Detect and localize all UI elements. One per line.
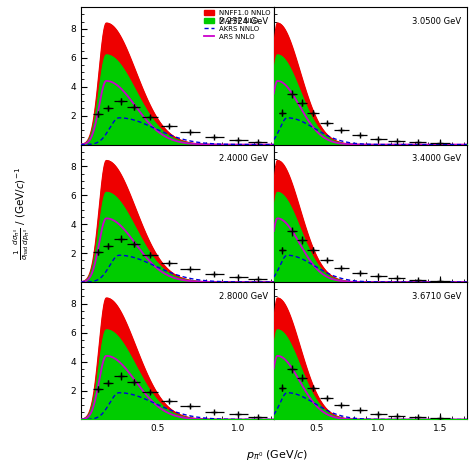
Text: 3.0500 GeV: 3.0500 GeV [412, 17, 461, 26]
Text: 2.8000 GeV: 2.8000 GeV [219, 292, 268, 301]
Text: $p_{\pi^0}$ (GeV/$c$): $p_{\pi^0}$ (GeV/$c$) [246, 448, 309, 462]
Legend: NNFF1.0 NNLO, MAPFF NLO, AKRS NNLO, ARS NNLO: NNFF1.0 NNLO, MAPFF NLO, AKRS NNLO, ARS … [203, 9, 273, 41]
Text: 3.4000 GeV: 3.4000 GeV [412, 154, 461, 163]
Text: $\frac{1}{\sigma_{\rm had}} \frac{d\sigma_{\pi^0}}{dp_{\pi^0}}$ / (GeV/$c$)$^{-1: $\frac{1}{\sigma_{\rm had}} \frac{d\sigm… [11, 167, 32, 260]
Text: 3.6710 GeV: 3.6710 GeV [412, 292, 461, 301]
Text: 2.2324 GeV: 2.2324 GeV [219, 17, 268, 26]
Text: 2.4000 GeV: 2.4000 GeV [219, 154, 268, 163]
